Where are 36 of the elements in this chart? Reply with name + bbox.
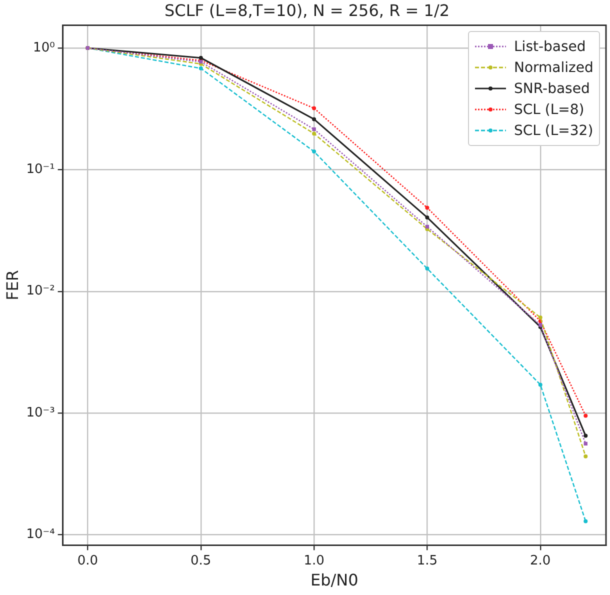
legend-label: SNR-based: [514, 80, 590, 97]
y-tick-label: 10⁻⁴: [26, 527, 55, 542]
point: [425, 206, 430, 210]
legend-label: List-based: [514, 38, 586, 55]
x-tick-label: 2.0: [530, 553, 551, 568]
point: [584, 442, 588, 446]
point: [312, 150, 316, 154]
point: [425, 215, 430, 220]
legend-label: SCL (L=32): [514, 122, 594, 139]
x-tick-label: 0.5: [190, 553, 212, 568]
point: [312, 127, 316, 132]
chart-title: SCLF (L=8,T=10), N = 256, R = 1/2: [164, 0, 450, 20]
y-tick-label: 10⁻²: [26, 284, 55, 299]
point: [312, 106, 316, 110]
point: [198, 66, 203, 70]
point: [584, 434, 588, 438]
point: [312, 117, 316, 122]
point: [198, 56, 203, 60]
x-axis-title: Eb/N0: [310, 570, 358, 590]
x-tick-label: 1.0: [304, 553, 324, 568]
x-tick-label: 0.0: [77, 553, 98, 568]
y-tick-label: 10⁻¹: [26, 162, 55, 178]
point: [425, 224, 430, 229]
y-tick-label: 10⁻³: [26, 405, 55, 420]
y-tick-label: 10⁰: [33, 40, 55, 56]
legend-label: SCL (L=8): [514, 102, 584, 118]
point: [312, 132, 316, 136]
point: [584, 454, 588, 458]
point: [538, 382, 542, 387]
point: [425, 266, 430, 271]
legend-label: Normalized: [514, 60, 594, 76]
point: [584, 519, 588, 524]
point: [584, 414, 588, 418]
y-axis-title: FER: [2, 270, 22, 300]
x-tick-label: 1.5: [416, 553, 438, 568]
point: [538, 315, 542, 320]
